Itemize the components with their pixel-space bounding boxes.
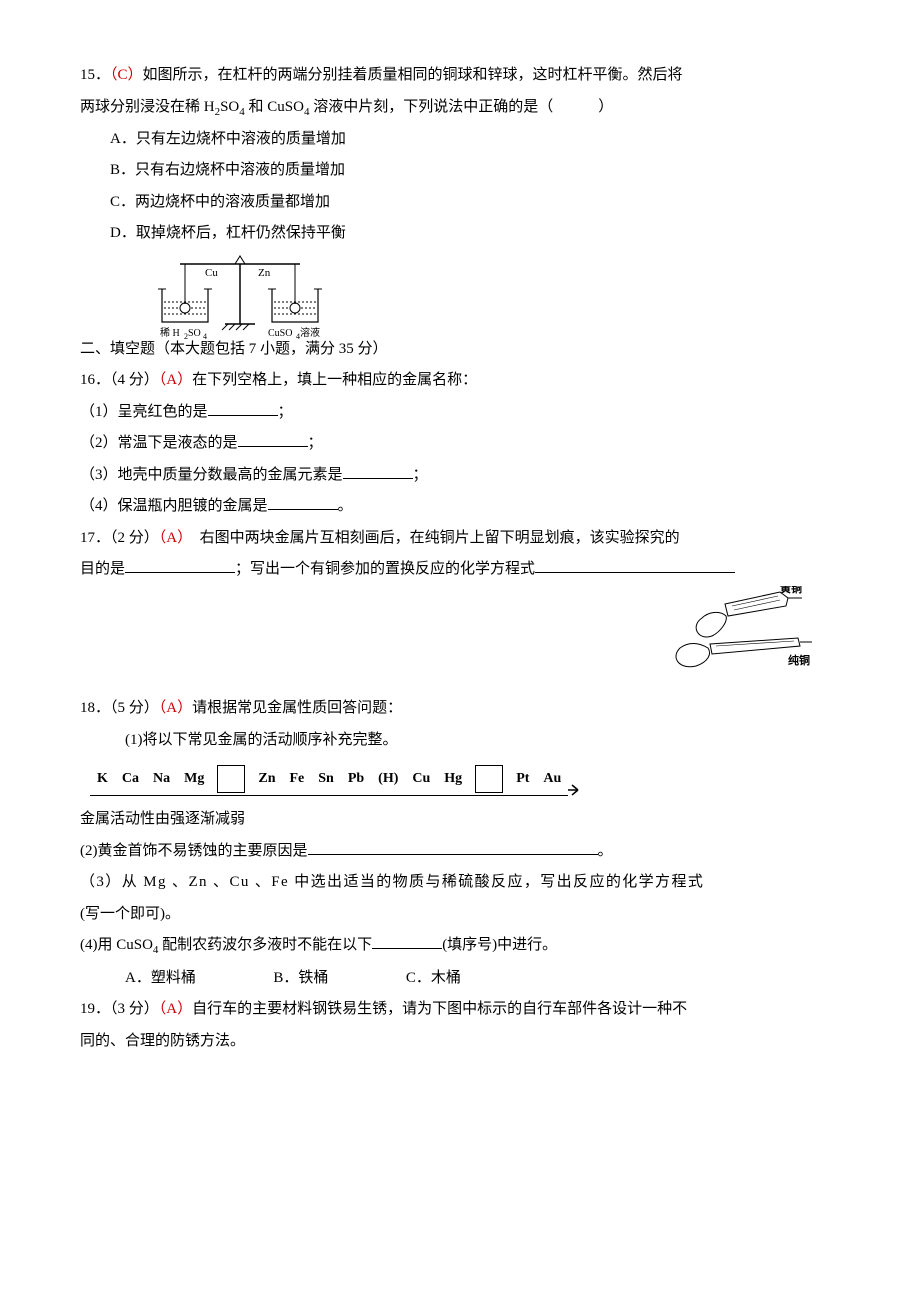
q18-num: 18．（5 分） [80,700,159,716]
el-Cu: Cu [405,764,437,793]
el-H: (H) [371,764,405,793]
q18-p3a: （3）从 Mg 、Zn 、Cu 、Fe 中选出适当的物质与稀硫酸反应，写出反应的… [80,867,840,899]
q18-p2: (2)黄金首饰不易锈蚀的主要原因是 。 [80,836,840,868]
q15-optA: A．只有左边烧杯中溶液的质量增加 [80,124,840,156]
q18-p4a: (4)用 CuSO [80,937,153,953]
q17-line2: 目的是 ；写出一个有铜参加的置换反应的化学方程式 [80,554,840,586]
q16-p2a: （2）常温下是液态的是 [80,435,238,451]
q16-p3: （3）地壳中质量分数最高的金属元素是 ； [80,460,840,492]
q18-head: 18．（5 分）（A）请根据常见金属性质回答问题： [80,693,840,725]
q17-stem-b: 目的是 [80,561,125,577]
q19-line1: 19．（3 分）（A）自行车的主要材料钢铁易生锈，请为下图中标示的自行车部件各设… [80,994,840,1026]
q16-p4: （4）保温瓶内胆镀的金属是 。 [80,491,840,523]
q18-marker: （A） [159,700,192,716]
q15-line2: 两球分别浸没在稀 H2SO4 和 CuSO4 溶液中片刻，下列说法中正确的是（ … [80,92,840,124]
q18-optB: B．铁桶 [273,970,328,986]
zn-label: Zn [258,267,271,279]
series-blank2[interactable] [475,765,503,793]
activity-series: K Ca Na Mg Zn Fe Sn Pb (H) Cu Hg Pt Au [80,764,840,796]
q17-blank2[interactable] [535,572,735,573]
q18-stem: 请根据常见金属性质回答问题： [192,700,402,716]
section2-title: 二、填空题（本大题包括 7 小题，满分 35 分） [80,334,840,366]
q18-p4b: 配制农药波尔多液时不能在以下 [158,937,372,953]
q16-p2: （2）常温下是液态的是 ； [80,428,840,460]
q16-blank1[interactable] [208,415,278,416]
el-Hg: Hg [437,764,469,793]
q15-stem-b4: 溶液中片刻，下列说法中正确的是（ ） [309,99,613,115]
series-blank1[interactable] [217,765,245,793]
q19-stem-a: 自行车的主要材料钢铁易生锈，请为下图中标示的自行车部件各设计一种不 [192,1001,687,1017]
q16-p3a: （3）地壳中质量分数最高的金属元素是 [80,467,343,483]
el-Ca: Ca [115,764,146,793]
el-Sn: Sn [311,764,341,793]
el-Pb: Pb [341,764,371,793]
svg-text:黄铜: 黄铜 [780,586,802,595]
q16-p4b: 。 [338,498,353,514]
q18-note: 金属活动性由强逐渐减弱 [80,804,840,836]
q17-marker: （A） [159,530,185,546]
q15-stem-b3: 和 CuSO [245,99,304,115]
q19-line2: 同的、合理的防锈方法。 [80,1026,840,1058]
q18-blank-vessel[interactable] [372,948,442,949]
q16-p4a: （4）保温瓶内胆镀的金属是 [80,498,268,514]
q16-p2b: ； [308,435,323,451]
q16-p3b: ； [413,467,428,483]
q16-p1b: ； [278,404,293,420]
svg-text:纯铜: 纯铜 [788,653,810,667]
q18-optC: C．木桶 [406,970,461,986]
q17-blank1[interactable] [125,572,235,573]
q18-p4c: (填序号)中进行。 [442,937,557,953]
q15-optB: B．只有右边烧杯中溶液的质量增加 [80,155,840,187]
q15-diagram: Cu Zn 稀 H2SO4 CuSO4溶液 [150,254,840,344]
cu-label: Cu [205,267,218,279]
q15-num: 15． [80,67,110,83]
q15-optD: D．取掉烧杯后，杠杆仍然保持平衡 [80,218,840,250]
q18-optA: A．塑料桶 [125,970,196,986]
q19-marker: （A） [159,1001,192,1017]
el-Au: Au [536,764,568,793]
el-Zn: Zn [251,764,282,793]
q18-p2b: 。 [598,843,613,859]
q17-stem-c: ；写出一个有铜参加的置换反应的化学方程式 [235,561,535,577]
q18-options: A．塑料桶 B．铁桶 C．木桶 [80,963,840,995]
q18-p2a: (2)黄金首饰不易锈蚀的主要原因是 [80,843,308,859]
q18-blank-reason[interactable] [308,854,598,855]
q16-num: 16．（4 分） [80,372,159,388]
q17-diagram: 黄铜 纯铜 [80,586,840,694]
q16-head: 16．（4 分）（A）在下列空格上，填上一种相应的金属名称： [80,365,840,397]
q17-num: 17．（2 分） [80,530,159,546]
el-Mg: Mg [177,764,211,793]
q16-stem: 在下列空格上，填上一种相应的金属名称： [192,372,477,388]
q15-line1: 15．（C）如图所示，在杠杆的两端分别挂着质量相同的铜球和锌球，这时杠杆平衡。然… [80,60,840,92]
q16-blank3[interactable] [343,478,413,479]
q15-stem-a: 如图所示，在杠杆的两端分别挂着质量相同的铜球和锌球，这时杠杆平衡。然后将 [143,67,683,83]
q15-marker: （C） [110,67,143,83]
q16-blank4[interactable] [268,509,338,510]
q16-blank2[interactable] [238,446,308,447]
q15-stem-b1: 两球分别浸没在稀 H [80,99,215,115]
q18-p4: (4)用 CuSO4 配制农药波尔多液时不能在以下(填序号)中进行。 [80,930,840,962]
q18-p1: (1)将以下常见金属的活动顺序补充完整。 [80,725,840,757]
q15-stem-b2: SO [220,99,239,115]
q19-num: 19．（3 分） [80,1001,159,1017]
el-Fe: Fe [282,764,311,793]
el-Pt: Pt [509,764,536,793]
q17-stem-a: 右图中两块金属片互相刻画后，在纯铜片上留下明显划痕，该实验探究的 [185,530,680,546]
q15-optC: C．两边烧杯中的溶液质量都增加 [80,187,840,219]
q16-p1: （1）呈亮红色的是 ； [80,397,840,429]
el-Na: Na [146,764,177,793]
q16-p1a: （1）呈亮红色的是 [80,404,208,420]
q17-line1: 17．（2 分）（A） 右图中两块金属片互相刻画后，在纯铜片上留下明显划痕，该实… [80,523,840,555]
q16-marker: （A） [159,372,192,388]
el-K: K [90,764,115,793]
q18-p3b: (写一个即可)。 [80,899,840,931]
arrow-icon [568,784,584,796]
